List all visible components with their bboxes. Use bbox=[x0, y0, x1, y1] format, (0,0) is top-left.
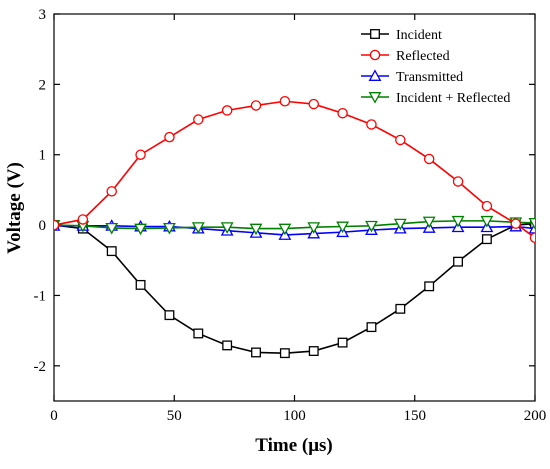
data-point-reflected bbox=[250, 100, 262, 111]
data-point-incident-reflected bbox=[422, 216, 436, 229]
x-tick-label: 0 bbox=[50, 408, 58, 424]
data-point-incident-reflected bbox=[191, 222, 205, 234]
data-point-reflected bbox=[193, 114, 204, 125]
series-reflected bbox=[54, 96, 535, 244]
legend-marker-transmitted bbox=[368, 69, 382, 81]
data-point-incident-reflected bbox=[307, 222, 321, 234]
data-point-incident bbox=[337, 337, 348, 348]
data-point-reflected bbox=[337, 107, 348, 119]
legend-marker-reflected bbox=[369, 49, 381, 61]
data-point-incident-reflected bbox=[528, 218, 535, 230]
plot-series bbox=[54, 96, 535, 359]
data-point-incident bbox=[366, 322, 377, 333]
data-point-incident-reflected bbox=[220, 222, 234, 234]
data-point-reflected bbox=[164, 131, 175, 143]
y-tick-label: 1 bbox=[39, 148, 47, 164]
x-tick-label: 200 bbox=[524, 408, 547, 424]
legend: Incident Reflected Transmitted Incident + R… bbox=[361, 28, 510, 106]
series-incident bbox=[54, 218, 535, 359]
data-point-reflected bbox=[510, 218, 522, 229]
data-point-incident-reflected bbox=[393, 218, 407, 231]
data-point-reflected bbox=[308, 98, 319, 110]
data-point-incident bbox=[424, 281, 435, 292]
y-tick-label: -1 bbox=[34, 288, 47, 304]
data-point-incident-reflected bbox=[278, 223, 292, 236]
data-point-reflected bbox=[106, 186, 117, 197]
data-point-incident-reflected bbox=[163, 222, 176, 235]
series-line-incident bbox=[54, 222, 535, 354]
data-point-incident-reflected bbox=[249, 223, 263, 236]
y-tick-label: 0 bbox=[39, 218, 47, 234]
data-point-incident bbox=[453, 256, 463, 267]
data-point-incident-reflected bbox=[365, 220, 378, 233]
legend-label-reflected: Reflected bbox=[396, 49, 450, 64]
data-point-incident bbox=[164, 310, 175, 321]
y-tick-label: 3 bbox=[39, 7, 47, 23]
legend-label-transmitted: Transmitted bbox=[396, 70, 463, 85]
data-point-incident-reflected bbox=[336, 221, 350, 234]
series-line-reflected bbox=[54, 100, 535, 239]
data-point-incident bbox=[193, 328, 204, 339]
data-point-reflected bbox=[481, 200, 493, 212]
data-point-reflected bbox=[529, 232, 535, 244]
x-tick-label: 100 bbox=[283, 408, 306, 424]
y-axis-label: Voltage (V) bbox=[4, 162, 25, 254]
y-tick-label: 2 bbox=[39, 77, 47, 93]
legend-marker-incident-reflected bbox=[368, 92, 382, 104]
x-tick-label: 50 bbox=[167, 408, 182, 424]
data-point-incident bbox=[251, 347, 261, 358]
legend-label-incident-reflected: Incident + Reflected bbox=[396, 91, 510, 106]
data-point-incident-reflected bbox=[105, 222, 119, 235]
series-transmitted bbox=[54, 219, 535, 240]
series-incident-reflected bbox=[54, 215, 535, 236]
data-point-reflected bbox=[221, 105, 233, 116]
x-axis-label: Time (μs) bbox=[255, 435, 332, 456]
data-point-incident bbox=[222, 340, 233, 351]
data-point-reflected bbox=[135, 149, 146, 160]
data-point-incident bbox=[106, 246, 117, 257]
data-point-incident-reflected bbox=[134, 223, 147, 236]
y-tick-label: -2 bbox=[34, 359, 47, 375]
data-point-reflected bbox=[279, 96, 291, 107]
data-point-incident bbox=[481, 234, 492, 245]
data-point-reflected bbox=[423, 153, 435, 165]
data-point-transmitted bbox=[528, 221, 535, 234]
axes: 0 50 100 150 200 -2 -1 0 1 2 3 bbox=[34, 7, 547, 424]
series-line-incident-reflected bbox=[54, 220, 535, 230]
x-tick-label: 150 bbox=[404, 408, 427, 424]
data-point-incident bbox=[279, 348, 290, 359]
legend-marker-incident bbox=[370, 29, 380, 39]
legend-label-incident: Incident bbox=[396, 28, 442, 43]
data-point-reflected bbox=[77, 214, 89, 225]
data-point-reflected bbox=[452, 176, 464, 187]
data-point-reflected bbox=[395, 134, 406, 146]
data-point-incident bbox=[135, 279, 146, 290]
data-point-incident-reflected bbox=[480, 215, 494, 228]
data-point-incident bbox=[308, 346, 319, 356]
data-point-incident bbox=[395, 303, 406, 314]
data-point-reflected bbox=[54, 219, 60, 231]
data-point-reflected bbox=[366, 119, 377, 130]
data-point-incident-reflected bbox=[451, 215, 465, 228]
